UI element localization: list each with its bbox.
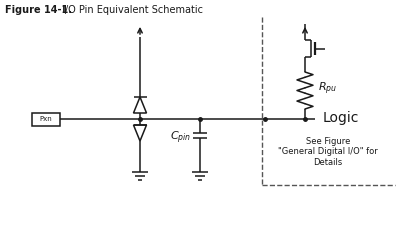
Text: Pxn: Pxn [40, 116, 52, 122]
Bar [32, 113, 60, 126]
Text: I/O Pin Equivalent Schematic: I/O Pin Equivalent Schematic [62, 5, 203, 15]
Text: Logic: Logic [323, 111, 359, 125]
Text: See Figure
"General Digital I/O" for
Details: See Figure "General Digital I/O" for Det… [278, 137, 378, 167]
Text: Figure 14-1.: Figure 14-1. [5, 5, 72, 15]
Text: $R_{pu}$: $R_{pu}$ [318, 80, 337, 97]
Text: $C_{pin}$: $C_{pin}$ [170, 130, 191, 146]
